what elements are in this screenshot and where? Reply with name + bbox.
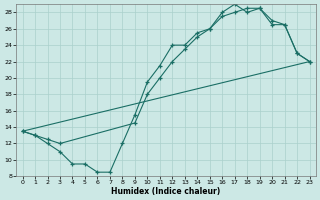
X-axis label: Humidex (Indice chaleur): Humidex (Indice chaleur) <box>111 187 221 196</box>
